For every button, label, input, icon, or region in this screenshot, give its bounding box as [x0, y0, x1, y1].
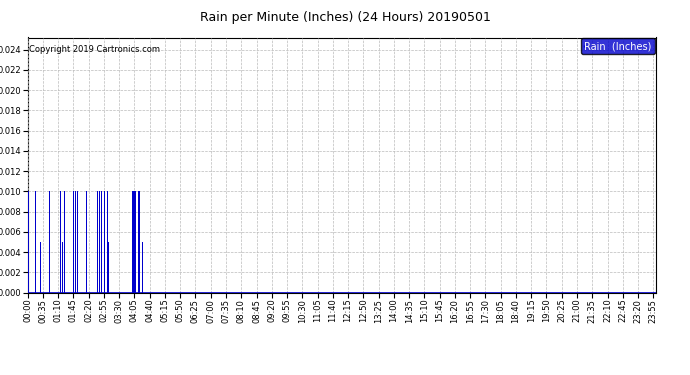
Text: Rain per Minute (Inches) (24 Hours) 20190501: Rain per Minute (Inches) (24 Hours) 2019…	[199, 11, 491, 24]
Legend: Rain  (Inches): Rain (Inches)	[581, 39, 655, 54]
Text: Copyright 2019 Cartronics.com: Copyright 2019 Cartronics.com	[29, 45, 160, 54]
